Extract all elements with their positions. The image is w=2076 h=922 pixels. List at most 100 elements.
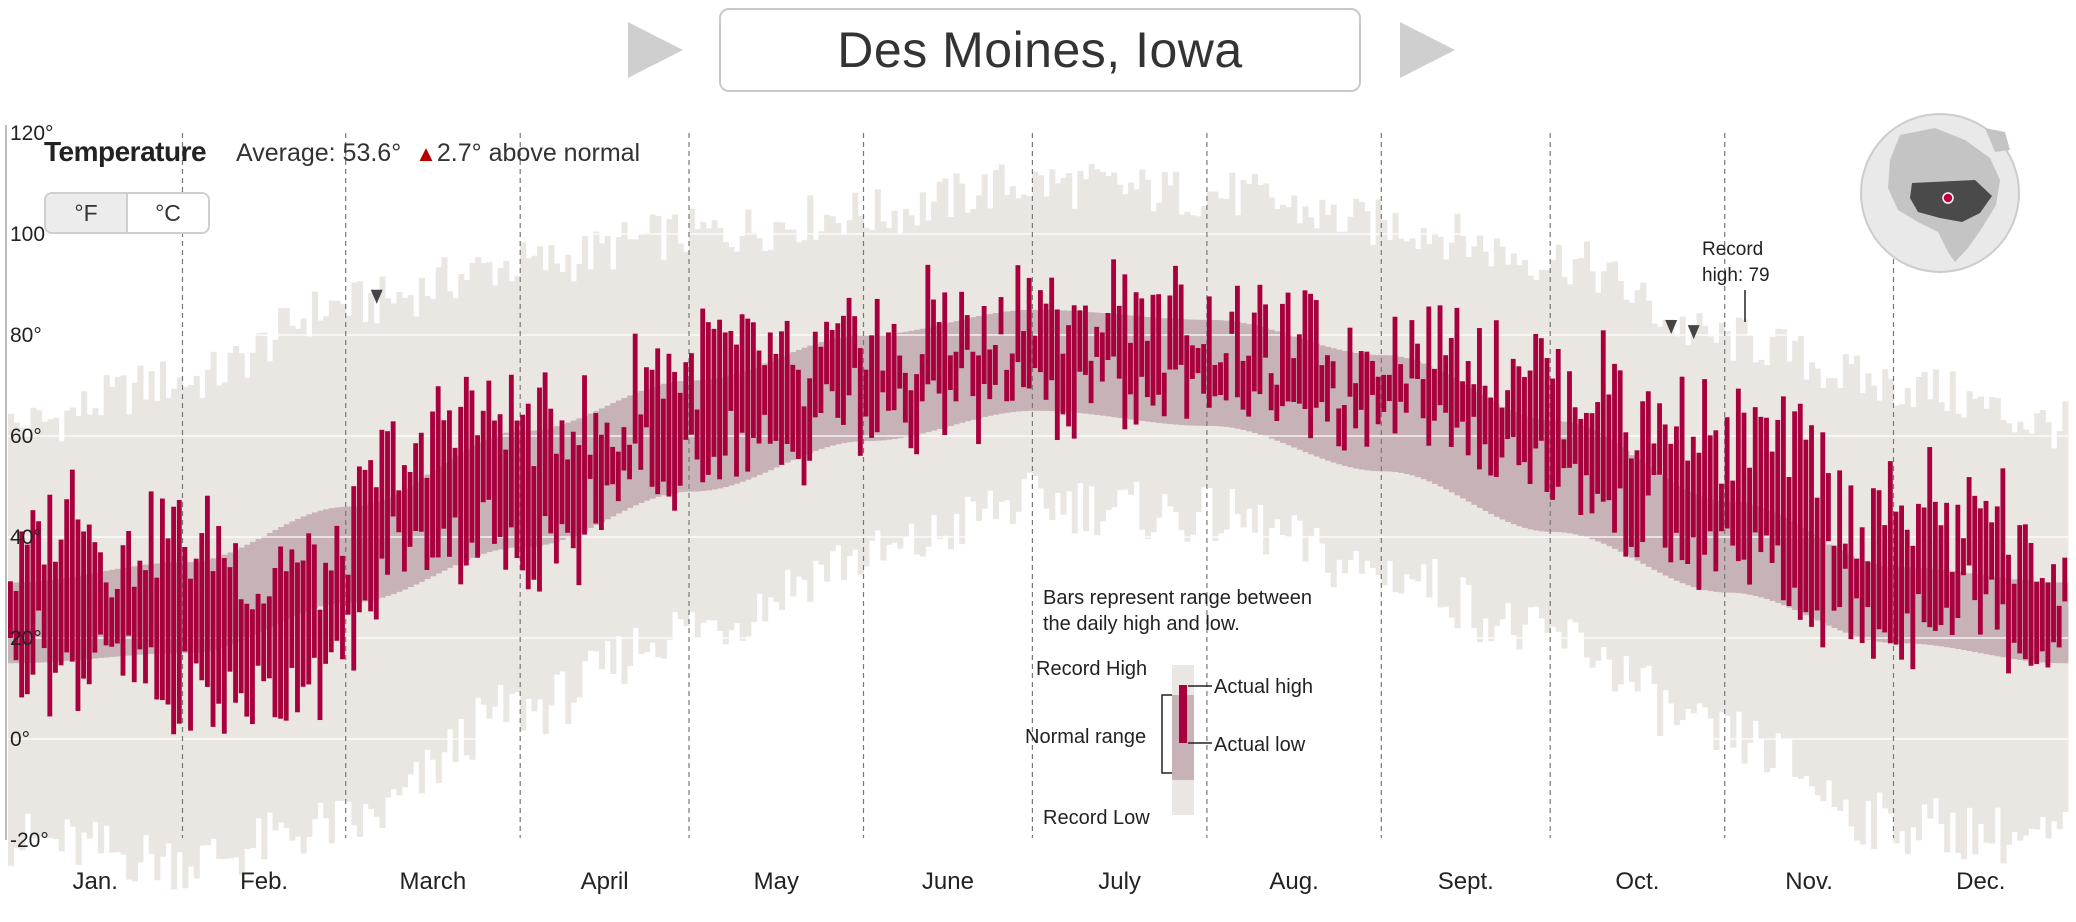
actual-bar — [1989, 522, 1995, 580]
actual-bar — [1341, 405, 1347, 451]
actual-bar — [1308, 293, 1313, 439]
actual-bar — [283, 571, 289, 721]
actual-bar — [947, 355, 953, 391]
record-high-marker-icon — [1687, 325, 1700, 340]
actual-bar — [717, 319, 723, 480]
actual-bar — [1201, 344, 1207, 394]
actual-bar — [728, 330, 734, 411]
actual-bar — [1657, 403, 1662, 475]
normal-bar — [255, 538, 262, 632]
actual-bar — [1234, 285, 1240, 398]
actual-bar — [356, 466, 362, 613]
actual-bar — [531, 466, 537, 580]
actual-bar — [1448, 338, 1454, 447]
normal-bar — [1645, 467, 1652, 567]
month-label: Oct. — [1615, 868, 1659, 895]
actual-bar — [475, 435, 480, 558]
actual-bar — [182, 546, 188, 652]
normal-bar — [1572, 424, 1579, 535]
actual-bar — [1178, 284, 1184, 365]
actual-bar — [1916, 503, 1921, 595]
legend-normal-bracket — [1161, 694, 1172, 774]
actual-bar — [931, 299, 936, 381]
normal-bar — [244, 544, 251, 638]
normal-bar — [317, 510, 324, 607]
normal-bar — [644, 388, 651, 501]
actual-bar — [2045, 582, 2051, 668]
normal-bar — [1966, 573, 1973, 652]
actual-bar — [103, 582, 109, 646]
actual-bar — [1702, 379, 1707, 555]
actual-bar — [114, 588, 120, 644]
actual-bar — [1848, 485, 1854, 640]
actual-bar — [1471, 384, 1477, 417]
normal-bar — [1420, 363, 1427, 480]
actual-bar — [2051, 564, 2056, 643]
actual-bar — [53, 561, 58, 673]
actual-bar — [1764, 417, 1769, 536]
actual-bar — [1054, 309, 1060, 441]
prev-city-arrow-icon[interactable] — [628, 22, 683, 78]
actual-bar — [351, 486, 357, 671]
month-label: Nov. — [1785, 868, 1833, 895]
normal-bar — [345, 506, 352, 603]
normal-bar — [1651, 471, 1658, 570]
actual-bar — [58, 539, 64, 666]
actual-bar — [1842, 543, 1848, 569]
actual-bar — [458, 406, 464, 585]
actual-bar — [1600, 330, 1606, 502]
actual-bar — [1285, 292, 1291, 402]
actual-bar — [1949, 572, 1955, 636]
actual-bar — [81, 531, 87, 679]
actual-bar — [1353, 383, 1359, 429]
actual-bar — [908, 390, 914, 449]
actual-bar — [1099, 332, 1105, 382]
normal-bar — [1657, 475, 1664, 573]
normal-bar — [323, 509, 330, 605]
next-city-arrow-icon[interactable] — [1400, 22, 1455, 78]
actual-bar — [1550, 378, 1556, 500]
actual-bar — [1994, 506, 2000, 630]
actual-bar — [604, 422, 610, 486]
actual-bar — [1071, 305, 1077, 439]
actual-bar — [463, 376, 469, 566]
normal-bar — [829, 339, 836, 446]
unit-toggle[interactable]: °F °C — [44, 192, 210, 234]
normal-bar — [1674, 485, 1681, 581]
fahrenheit-button[interactable]: °F — [46, 194, 128, 232]
actual-bar — [1606, 394, 1612, 501]
actual-bar — [700, 308, 706, 483]
actual-bar — [64, 499, 70, 653]
x-axis-labels: Jan. Feb. March April May June July Aug. Sept. Oc… — [73, 868, 2006, 895]
actual-bar — [1420, 379, 1426, 419]
actual-bar — [1972, 495, 1978, 601]
normal-bar — [824, 340, 831, 448]
normal-bar — [1347, 352, 1354, 468]
actual-bar — [1775, 419, 1781, 546]
actual-bar — [1319, 365, 1325, 403]
actual-bar — [863, 369, 869, 417]
actual-bar — [24, 544, 30, 695]
actual-bar — [210, 571, 216, 727]
actual-range-layer — [8, 259, 2068, 735]
actual-bar — [1229, 311, 1235, 334]
actual-bar — [13, 590, 19, 661]
actual-bar — [1527, 370, 1533, 485]
actual-bar — [1195, 348, 1201, 374]
actual-bar — [317, 609, 323, 721]
record-markers — [370, 289, 1700, 340]
y-tick-label: 20° — [10, 627, 42, 650]
actual-bar — [593, 413, 599, 524]
actual-bar — [1173, 265, 1178, 370]
actual-bar — [221, 558, 227, 734]
actual-bar — [1769, 451, 1775, 563]
actual-bar — [250, 609, 255, 725]
actual-bar — [1364, 351, 1370, 447]
actual-bar — [154, 577, 160, 700]
actual-bar — [413, 443, 419, 532]
celsius-button[interactable]: °C — [155, 199, 181, 226]
actual-bar — [964, 315, 970, 350]
actual-bar — [1212, 364, 1218, 397]
city-selector[interactable]: Des Moines, Iowa — [719, 8, 1361, 92]
locator-globe — [1860, 113, 2020, 273]
